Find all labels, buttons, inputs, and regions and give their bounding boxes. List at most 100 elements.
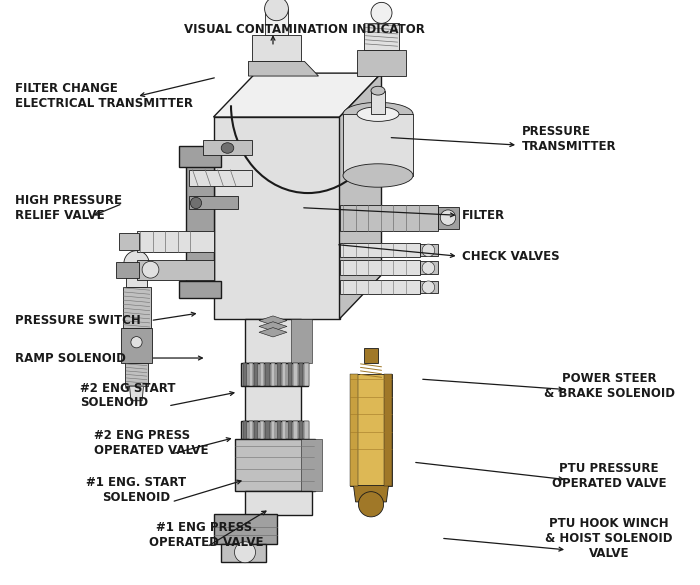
Circle shape — [142, 261, 159, 278]
Polygon shape — [271, 421, 275, 439]
Text: PRESSURE SWITCH: PRESSURE SWITCH — [15, 314, 141, 327]
Polygon shape — [340, 73, 382, 319]
Ellipse shape — [343, 164, 413, 187]
Polygon shape — [121, 328, 152, 363]
Polygon shape — [259, 328, 287, 337]
Polygon shape — [364, 23, 399, 50]
Polygon shape — [304, 363, 309, 386]
Polygon shape — [243, 421, 247, 439]
Polygon shape — [234, 439, 315, 491]
Polygon shape — [340, 260, 420, 275]
Polygon shape — [260, 421, 264, 439]
Polygon shape — [116, 262, 139, 278]
Polygon shape — [254, 421, 258, 439]
Polygon shape — [438, 207, 458, 229]
Polygon shape — [136, 231, 214, 252]
Circle shape — [422, 244, 435, 257]
Polygon shape — [364, 348, 378, 363]
Circle shape — [422, 261, 435, 274]
Text: #1 ENG. START
SOLENOID: #1 ENG. START SOLENOID — [86, 476, 187, 504]
Polygon shape — [259, 322, 287, 331]
Polygon shape — [299, 363, 303, 386]
Text: FILTER: FILTER — [462, 209, 505, 222]
Text: PTU HOOK WINCH
& HOIST SOLENOID
VALVE: PTU HOOK WINCH & HOIST SOLENOID VALVE — [545, 517, 673, 560]
Circle shape — [131, 336, 142, 348]
Polygon shape — [340, 243, 420, 257]
Polygon shape — [420, 281, 438, 293]
Polygon shape — [384, 374, 392, 486]
Ellipse shape — [343, 102, 413, 126]
Polygon shape — [178, 146, 220, 167]
Polygon shape — [241, 421, 308, 439]
Polygon shape — [186, 164, 214, 287]
Polygon shape — [271, 363, 275, 386]
Polygon shape — [420, 244, 438, 256]
Polygon shape — [290, 319, 312, 363]
Circle shape — [265, 0, 288, 20]
Polygon shape — [299, 421, 303, 439]
Polygon shape — [304, 421, 309, 439]
Text: #2 ENG PRESS
OPERATED VALVE: #2 ENG PRESS OPERATED VALVE — [94, 429, 209, 457]
Polygon shape — [125, 363, 148, 386]
Polygon shape — [122, 287, 150, 328]
Polygon shape — [189, 196, 238, 209]
Circle shape — [371, 2, 392, 23]
Polygon shape — [119, 233, 139, 250]
Polygon shape — [245, 319, 301, 363]
Polygon shape — [276, 421, 281, 439]
Polygon shape — [357, 50, 406, 76]
Text: #2 ENG START
SOLENOID: #2 ENG START SOLENOID — [80, 381, 176, 410]
Polygon shape — [248, 61, 318, 76]
Polygon shape — [340, 280, 420, 294]
Text: POWER STEER
& BRAKE SOLENOID: POWER STEER & BRAKE SOLENOID — [543, 372, 675, 400]
Polygon shape — [130, 386, 144, 401]
Polygon shape — [254, 363, 258, 386]
Polygon shape — [276, 363, 281, 386]
Polygon shape — [301, 439, 322, 491]
Polygon shape — [293, 363, 298, 386]
Polygon shape — [214, 117, 340, 319]
Circle shape — [422, 281, 435, 294]
Polygon shape — [241, 363, 308, 386]
Text: RAMP SOLENOID: RAMP SOLENOID — [15, 352, 126, 364]
Text: PTU PRESSURE
OPERATED VALVE: PTU PRESSURE OPERATED VALVE — [552, 462, 666, 490]
Polygon shape — [136, 260, 214, 280]
Polygon shape — [203, 140, 252, 155]
Circle shape — [234, 542, 255, 563]
Polygon shape — [220, 544, 266, 562]
Polygon shape — [343, 114, 413, 176]
Polygon shape — [350, 374, 358, 486]
Text: CHECK VALVES: CHECK VALVES — [462, 250, 559, 263]
Circle shape — [124, 250, 149, 276]
Polygon shape — [243, 363, 247, 386]
Polygon shape — [178, 281, 220, 298]
Ellipse shape — [371, 86, 385, 95]
Circle shape — [190, 197, 202, 209]
Polygon shape — [259, 316, 287, 325]
Polygon shape — [371, 91, 385, 114]
Circle shape — [440, 210, 456, 225]
Polygon shape — [252, 35, 301, 61]
Polygon shape — [260, 363, 264, 386]
Polygon shape — [282, 363, 286, 386]
Polygon shape — [126, 263, 147, 287]
Text: #1 ENG PRESS.
OPERATED VALVE: #1 ENG PRESS. OPERATED VALVE — [149, 521, 264, 549]
Text: PRESSURE
TRANSMITTER: PRESSURE TRANSMITTER — [522, 125, 616, 153]
Ellipse shape — [357, 106, 399, 122]
Polygon shape — [354, 486, 388, 502]
Polygon shape — [248, 363, 253, 386]
Polygon shape — [288, 421, 292, 439]
Polygon shape — [214, 514, 276, 544]
Polygon shape — [340, 205, 438, 231]
Polygon shape — [265, 9, 288, 35]
Text: FILTER CHANGE
ELECTRICAL TRANSMITTER: FILTER CHANGE ELECTRICAL TRANSMITTER — [15, 82, 193, 110]
Polygon shape — [282, 421, 286, 439]
Polygon shape — [293, 421, 298, 439]
Polygon shape — [265, 363, 270, 386]
Polygon shape — [420, 261, 438, 274]
Polygon shape — [245, 386, 301, 421]
Polygon shape — [245, 491, 312, 515]
Polygon shape — [350, 374, 392, 486]
Text: HIGH PRESSURE
RELIEF VALVE: HIGH PRESSURE RELIEF VALVE — [15, 194, 122, 222]
Polygon shape — [265, 421, 270, 439]
